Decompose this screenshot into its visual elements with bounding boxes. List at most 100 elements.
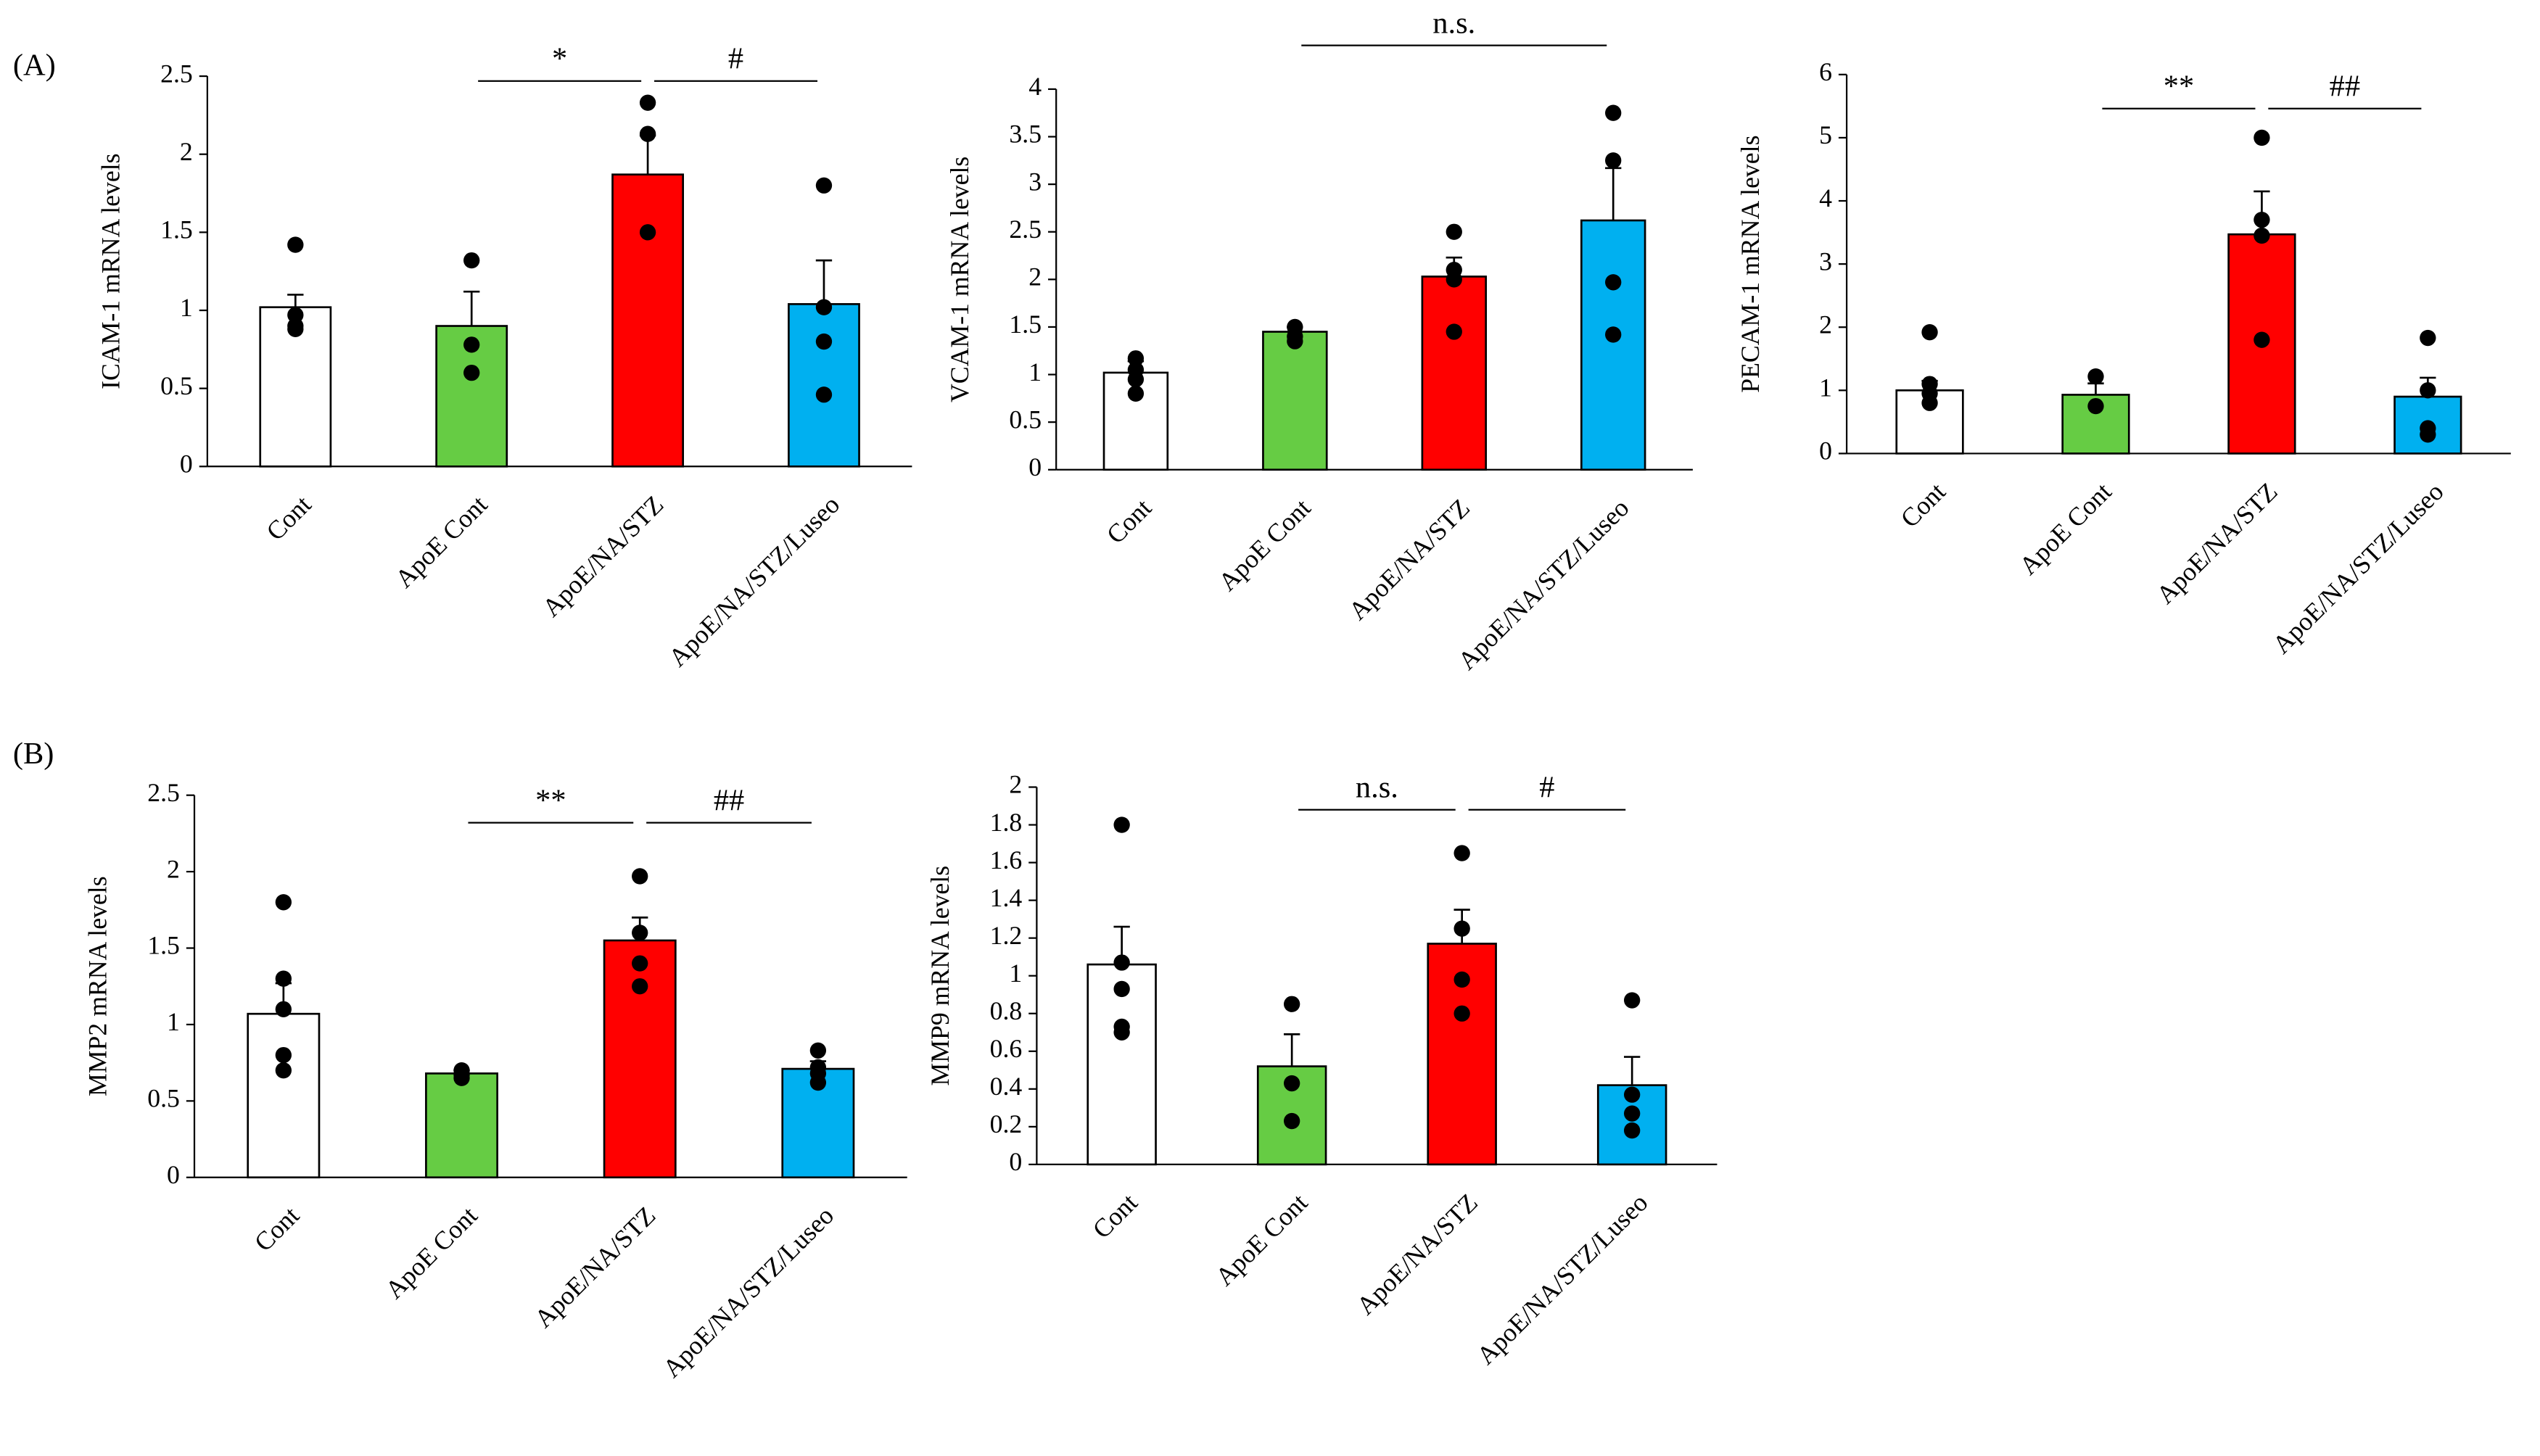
chart: 0 0.5 1 1.5 2 2.5 3 3.5 4 VCAM-1 mRNA levels Cont A… xyxy=(945,7,1693,675)
y-tick-label: 2 xyxy=(1009,770,1022,799)
data-point xyxy=(287,236,304,253)
x-tick-label: Cont xyxy=(1101,493,1157,549)
y-tick-label: 1.4 xyxy=(990,883,1023,912)
significance-label: n.s. xyxy=(1432,7,1475,41)
y-tick-label: 0 xyxy=(1028,452,1042,481)
y-tick-label: 2.5 xyxy=(147,778,180,807)
data-point xyxy=(275,1062,292,1079)
x-tick-label: ApoE/NA/STZ/Luseo xyxy=(657,1201,839,1383)
x-tick-label: ApoE/NA/STZ xyxy=(2151,477,2283,610)
x-tick-label: Cont xyxy=(1894,477,1950,533)
data-point xyxy=(1113,1024,1130,1041)
data-point xyxy=(1605,274,1622,291)
data-point xyxy=(1446,271,1462,288)
data-point xyxy=(1283,1075,1300,1092)
chart: 0 0.2 0.4 0.6 0.8 1 1.2 1.4 1.6 1.8 2 MMP9 mRNA lev… xyxy=(925,770,1718,1370)
y-tick-label: 1 xyxy=(1009,959,1022,988)
bar xyxy=(247,1012,321,1179)
y-tick-label: 1.8 xyxy=(990,808,1023,837)
data-point xyxy=(1446,323,1462,340)
y-tick-label: 1.5 xyxy=(147,931,180,960)
y-tick-label: 2 xyxy=(1819,310,1832,339)
y-tick-label: 2 xyxy=(167,854,180,883)
data-point xyxy=(1127,350,1145,367)
y-tick-label: 0.8 xyxy=(990,996,1023,1025)
data-point xyxy=(275,1046,292,1064)
x-tick-label: ApoE Cont xyxy=(1210,1188,1314,1291)
x-tick-label: Cont xyxy=(260,490,316,546)
bar xyxy=(425,1072,498,1179)
y-tick-label: 0.5 xyxy=(160,371,193,400)
y-axis-label: ICAM-1 mRNA levels xyxy=(96,153,125,389)
y-tick-label: 0 xyxy=(180,450,193,479)
y-tick-label: 4 xyxy=(1028,72,1042,101)
significance-label: ## xyxy=(2330,70,2360,104)
data-point xyxy=(2254,227,2270,244)
data-point xyxy=(453,1070,470,1086)
significance-label: # xyxy=(728,42,743,76)
bar xyxy=(603,939,677,1179)
data-point xyxy=(1624,1105,1641,1122)
data-point xyxy=(1283,996,1300,1012)
bar xyxy=(1421,276,1487,471)
bar xyxy=(1580,219,1646,471)
data-point xyxy=(2420,382,2436,399)
y-tick-label: 3 xyxy=(1819,247,1832,276)
y-tick-label: 1.5 xyxy=(160,215,193,244)
y-tick-label: 1 xyxy=(1819,373,1832,402)
data-point xyxy=(287,318,304,334)
y-tick-label: 0 xyxy=(1009,1147,1022,1176)
y-tick-label: 1.5 xyxy=(1009,310,1042,339)
data-point xyxy=(2420,329,2436,347)
data-point xyxy=(2420,426,2436,443)
data-point xyxy=(275,970,292,987)
data-point xyxy=(632,925,648,941)
y-tick-label: 1 xyxy=(167,1007,180,1036)
y-axis-label: MMP2 mRNA levels xyxy=(83,876,112,1096)
y-tick-label: 3.5 xyxy=(1009,120,1042,149)
y-tick-label: 6 xyxy=(1819,57,1832,86)
chart: 0 1 2 3 4 5 6 PECAM-1 mRNA levels Cont ApoE Cont A… xyxy=(1736,57,2511,659)
data-point xyxy=(1113,980,1130,998)
data-point xyxy=(632,868,648,885)
x-tick-label: ApoE/NA/STZ xyxy=(537,490,669,623)
y-tick-label: 5 xyxy=(1819,120,1832,149)
data-point xyxy=(1454,845,1470,861)
y-tick-label: 0.5 xyxy=(147,1084,180,1113)
x-tick-label: Cont xyxy=(1087,1188,1143,1244)
y-tick-label: 1.6 xyxy=(990,845,1023,874)
data-point xyxy=(1454,920,1470,937)
data-point xyxy=(1127,385,1145,402)
y-tick-label: 0 xyxy=(1819,437,1832,466)
x-tick-label: ApoE/NA/STZ/Luseo xyxy=(2267,477,2449,659)
data-point xyxy=(275,1001,292,1018)
error-bar xyxy=(815,259,833,305)
data-point xyxy=(1624,992,1641,1009)
data-point xyxy=(815,333,833,350)
y-tick-label: 1.2 xyxy=(990,921,1023,950)
error-bar xyxy=(463,290,480,326)
data-point xyxy=(1605,152,1622,169)
data-point xyxy=(1127,371,1145,388)
y-axis-label: VCAM-1 mRNA levels xyxy=(945,157,974,402)
y-tick-label: 2 xyxy=(1028,262,1042,291)
y-tick-label: 2.5 xyxy=(1009,215,1042,244)
data-point xyxy=(815,386,833,403)
error-bar xyxy=(2087,382,2104,395)
bar xyxy=(611,173,685,468)
data-point xyxy=(1921,324,1938,341)
y-tick-label: 2 xyxy=(180,137,193,166)
x-tick-label: ApoE/NA/STZ xyxy=(529,1201,661,1333)
data-point xyxy=(639,94,656,111)
data-point xyxy=(2254,211,2270,228)
x-tick-label: ApoE Cont xyxy=(389,490,493,594)
significance-label: ** xyxy=(2164,70,2194,104)
data-point xyxy=(275,894,292,911)
data-point xyxy=(1113,954,1130,971)
data-point xyxy=(815,299,833,315)
significance-label: * xyxy=(552,42,567,76)
x-tick-label: ApoE Cont xyxy=(379,1201,483,1304)
y-tick-label: 0.4 xyxy=(990,1072,1023,1101)
data-point xyxy=(2254,331,2270,348)
